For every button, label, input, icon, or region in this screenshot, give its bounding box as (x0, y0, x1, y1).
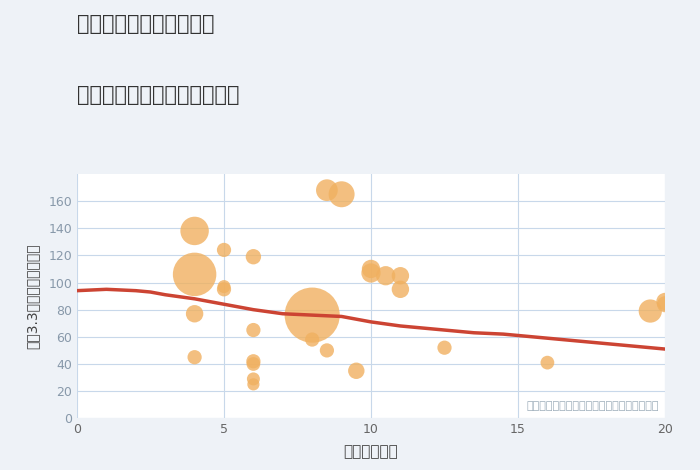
Point (321, 187, 332, 194)
Point (659, 300, 671, 308)
Point (189, 271, 200, 278)
Point (321, 347, 332, 354)
Point (439, 344, 450, 352)
Text: 円の大きさは、取引のあった物件面積を示す: 円の大きさは、取引のあった物件面積を示す (526, 401, 659, 411)
Text: 奈良県奈良市登大路町の: 奈良県奈良市登大路町の (77, 14, 214, 34)
Point (659, 298, 671, 306)
Point (248, 381, 259, 388)
Point (248, 326, 259, 334)
Point (189, 353, 200, 361)
Point (365, 269, 377, 277)
Point (218, 283, 230, 290)
Point (248, 360, 259, 368)
Point (645, 307, 656, 315)
Text: 駅距離別中古マンション価格: 駅距離別中古マンション価格 (77, 85, 239, 105)
Point (395, 286, 406, 293)
Point (365, 265, 377, 273)
Point (307, 311, 318, 319)
Point (395, 272, 406, 280)
Point (248, 375, 259, 383)
Point (307, 336, 318, 343)
Y-axis label: 坪（3.3㎡）単価（万円）: 坪（3.3㎡）単価（万円） (26, 243, 40, 349)
Point (189, 310, 200, 318)
Point (336, 190, 347, 198)
Point (542, 359, 553, 367)
Point (189, 227, 200, 235)
Point (351, 367, 362, 375)
Point (218, 286, 230, 293)
Point (218, 246, 230, 254)
X-axis label: 駅距離（分）: 駅距離（分） (344, 445, 398, 460)
Point (380, 272, 391, 280)
Point (248, 253, 259, 260)
Point (248, 358, 259, 365)
